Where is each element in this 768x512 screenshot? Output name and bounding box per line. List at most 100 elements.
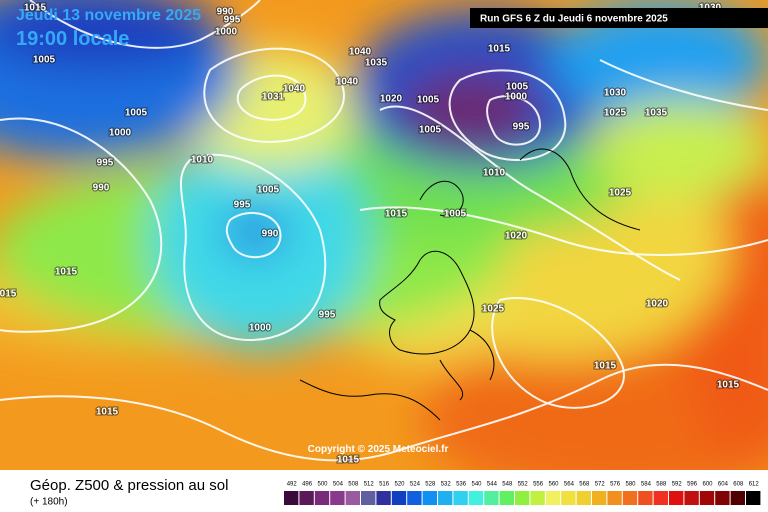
isobar-label: 995	[234, 200, 251, 211]
legend-swatch	[515, 491, 530, 505]
legend-swatch	[530, 491, 545, 505]
legend-tick-label: 556	[533, 482, 544, 488]
legend-tick-label: 552	[518, 482, 529, 488]
legend-tick-label: 520	[394, 482, 405, 488]
isobar-label: 1015	[24, 3, 47, 14]
legend-tick-label: 584	[641, 482, 652, 488]
map: 1015 990995100010051005100099599010101040…	[0, 0, 768, 470]
isobars	[0, 0, 768, 462]
isobar-label: 995	[224, 15, 241, 26]
legend-swatch	[453, 491, 468, 505]
legend-tick-label: 588	[656, 482, 667, 488]
legend-tick-label: 600	[702, 482, 713, 488]
isobar-label: 1025	[609, 188, 632, 199]
isobar-labels: 1015 990995100010051005100099599010101040…	[0, 2, 741, 467]
legend-tick-label: 560	[548, 482, 559, 488]
legend-tick-label: 516	[379, 482, 390, 488]
legend-tick-label: 592	[672, 482, 683, 488]
isobar-label: 1015	[385, 209, 408, 220]
isobar-label: 1015	[337, 455, 360, 466]
legend-swatch	[684, 491, 699, 505]
legend-tick-label: 496	[302, 482, 313, 488]
legend-swatch	[299, 491, 314, 505]
isobar-label: 1000	[505, 92, 528, 103]
legend-swatch	[361, 491, 376, 505]
isobar-label: 1015	[488, 44, 511, 55]
isobar-label: 1040	[283, 84, 306, 95]
isobar-label: 1005	[444, 209, 467, 220]
isobar-label: 990	[93, 183, 110, 194]
isobar-label: 1005	[257, 185, 280, 196]
legend-tick-label: 504	[333, 482, 344, 488]
color-legend: 492 496 500 504 508 512 516 520 524 528 532 536 540 5…	[284, 482, 761, 505]
copyright: Copyright © 2025 Meteociel.fr	[308, 444, 449, 455]
isobar-label: 990	[262, 229, 279, 240]
legend-swatch	[284, 491, 299, 505]
isobar-label: 1000	[249, 323, 272, 334]
legend-tick-label: 508	[348, 482, 359, 488]
coastlines	[299, 148, 641, 421]
isobar-label: 1040	[336, 77, 359, 88]
legend-tick-label: 568	[579, 482, 590, 488]
isobar-label: 990	[217, 7, 234, 18]
legend-tick-label: 596	[687, 482, 698, 488]
legend-swatch	[638, 491, 653, 505]
run-info: Run GFS 6 Z du Jeudi 6 novembre 2025	[480, 14, 668, 25]
legend-tick-label: 548	[502, 482, 513, 488]
legend-tick-label: 564	[564, 482, 575, 488]
legend-tick-label: 492	[287, 482, 298, 488]
isobar-label: 1000	[109, 128, 132, 139]
legend-tick-label: 608	[733, 482, 744, 488]
legend-swatch	[438, 491, 453, 505]
legend-tick-label: 532	[441, 482, 452, 488]
legend-swatch	[345, 491, 360, 505]
legend-swatch	[576, 491, 591, 505]
isobar-label: 1035	[365, 58, 388, 69]
legend-swatch	[746, 491, 761, 505]
legend-tick-label: 576	[610, 482, 621, 488]
isobar-label: 1005	[33, 55, 56, 66]
legend-swatch	[607, 491, 622, 505]
legend-tick-label: 524	[410, 482, 421, 488]
isobar-label: 1005	[506, 82, 529, 93]
isobar-label: 1015	[55, 267, 78, 278]
forecast-time: 19:00 locale	[16, 28, 129, 50]
isobar-label: 015	[0, 289, 17, 300]
legend-tick-label: 580	[625, 482, 636, 488]
legend-swatch	[699, 491, 715, 505]
isobar-label: 1040	[349, 47, 372, 58]
isobar-label: 1025	[482, 304, 505, 315]
legend-tick-label: 512	[364, 482, 375, 488]
isobar-label: 1005	[419, 125, 442, 136]
isobar-label: 1005	[125, 108, 148, 119]
run-box	[470, 8, 768, 28]
isobar-label: 1020	[380, 94, 403, 105]
legend-swatch	[561, 491, 576, 505]
legend-swatch	[499, 491, 514, 505]
isobar-label: 1015	[594, 361, 617, 372]
legend-swatch	[330, 491, 345, 505]
legend-tick-label: 604	[718, 482, 729, 488]
legend-tick-label: 612	[749, 482, 760, 488]
isobar-label: 995	[513, 122, 530, 133]
isobar-label: 1025	[604, 108, 627, 119]
isobar-label: 1035	[645, 108, 668, 119]
legend-swatch	[376, 491, 391, 505]
isobar-label: 1015	[96, 407, 119, 418]
isobar-label: 1030	[604, 88, 627, 99]
legend-swatch	[422, 491, 437, 505]
legend-tick-label: 572	[595, 482, 606, 488]
legend-tick-label: 544	[487, 482, 498, 488]
isobar-label: 1031	[262, 92, 285, 103]
legend-tick-label: 536	[456, 482, 467, 488]
isobar-label: 1005	[417, 95, 440, 106]
isobar-label: 1015	[717, 380, 740, 391]
isobar-label: 995	[97, 158, 114, 169]
isobar-label: 1000	[215, 27, 238, 38]
legend-tick-label: 540	[471, 482, 482, 488]
footer-title: Géop. Z500 & pression au sol	[30, 477, 228, 494]
isobar-label: 995	[319, 310, 336, 321]
legend-swatch	[715, 491, 730, 505]
forecast-date: Jeudi 13 novembre 2025	[16, 7, 201, 24]
